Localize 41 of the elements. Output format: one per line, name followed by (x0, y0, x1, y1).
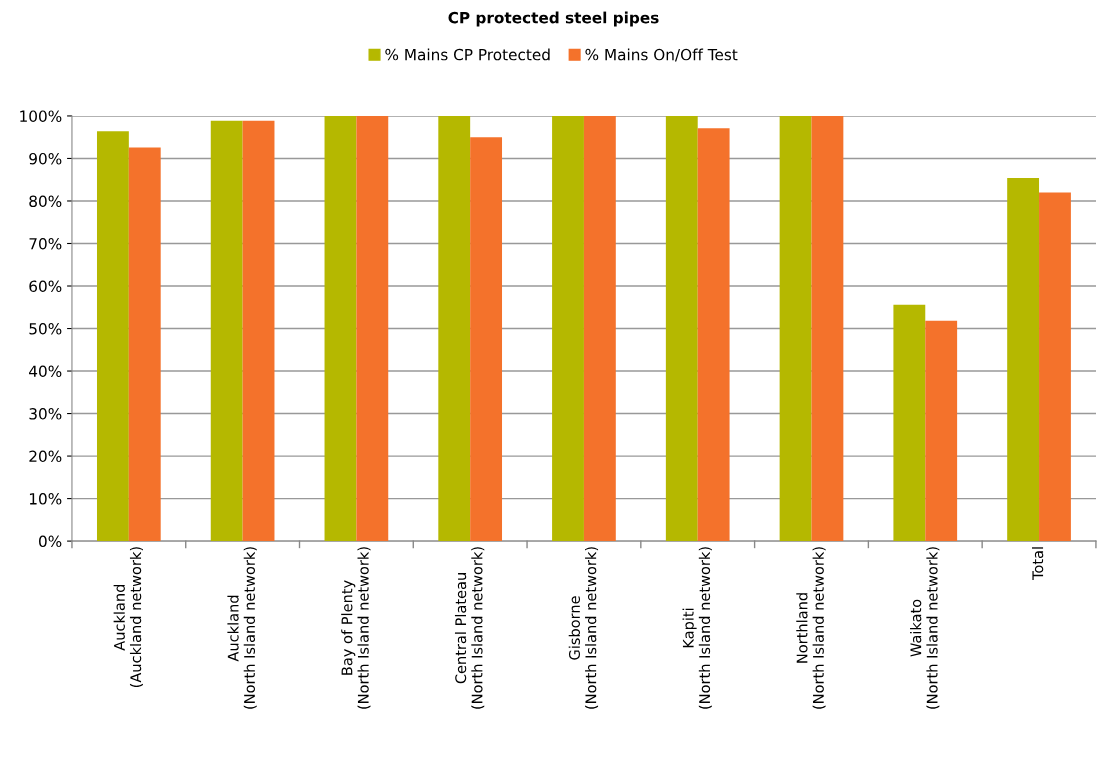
y-tick-label: 10% (29, 493, 62, 505)
y-tick-label: 60% (29, 280, 62, 293)
y-tick-label: 30% (29, 408, 62, 420)
x-tick-label: Waikato (North Island network) (910, 547, 940, 709)
bar (356, 115, 389, 542)
chart-title: CP protected steel pipes (448, 11, 659, 27)
y-tick-label: 100% (20, 110, 62, 122)
y-tick-label: 20% (29, 450, 62, 463)
x-tick-label: Auckland (Auckland network) (113, 547, 143, 688)
y-tick-label: 70% (29, 237, 62, 250)
x-tick-label: Total (1031, 547, 1044, 581)
x-tick-label: Gisborne (North Island network) (568, 547, 599, 709)
bar (470, 137, 503, 542)
y-tick-label: 0% (39, 535, 62, 548)
y-tick-label: 90% (29, 152, 62, 165)
bar (1039, 192, 1071, 542)
y-tick-label: 50% (29, 322, 62, 335)
bar (96, 131, 129, 542)
bar (242, 120, 275, 542)
bar (438, 115, 471, 542)
x-tick-label: Kapiti (North Island network) (682, 547, 712, 709)
bar (552, 115, 584, 542)
bar (1007, 178, 1040, 542)
legend-label: % Mains CP Protected (385, 48, 550, 61)
bar (779, 115, 812, 542)
bar (665, 115, 698, 542)
x-tick-label: Central Plateau (North Island network) (454, 547, 485, 709)
x-tick-label: Auckland (North Island network) (227, 547, 257, 709)
x-tick-label: Bay of Plenty (North Island network) (341, 547, 371, 709)
x-tick-label: Northland (North Island network) (796, 547, 826, 709)
bar (811, 115, 844, 542)
bar (324, 115, 357, 542)
bar (925, 320, 958, 542)
bar (128, 147, 161, 542)
bar (697, 128, 730, 542)
y-tick-label: 80% (29, 195, 62, 207)
bar (583, 115, 616, 542)
bar (893, 304, 926, 542)
bar (210, 120, 243, 542)
y-tick-label: 40% (29, 365, 62, 378)
legend-label: % Mains On/Off Test (585, 48, 738, 62)
